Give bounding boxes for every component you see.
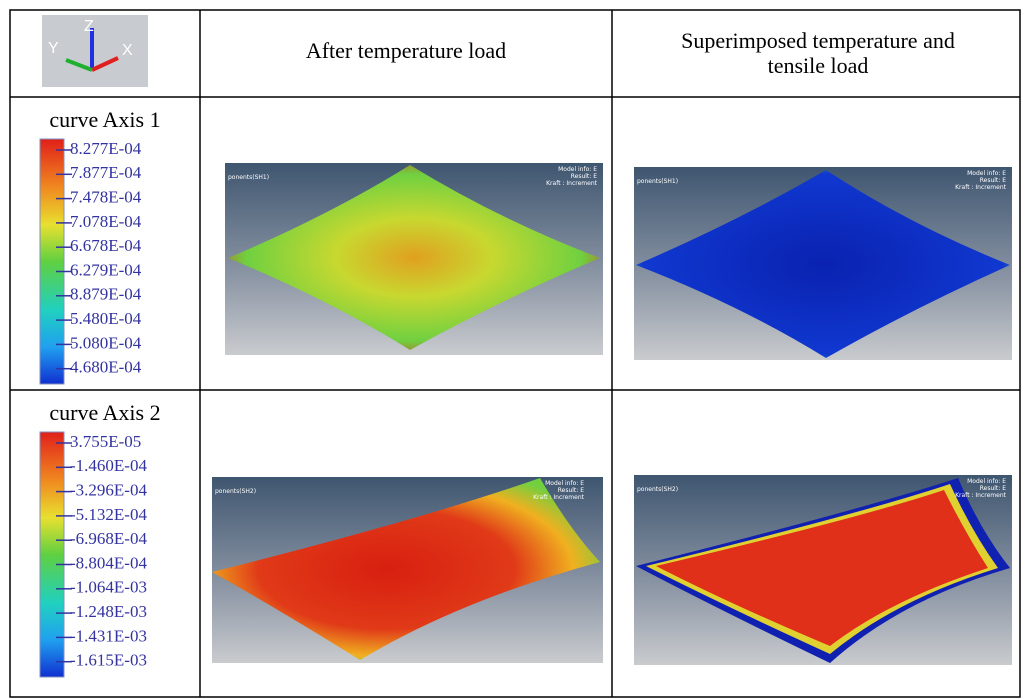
plot-info: Kraft : Increment (955, 184, 1007, 191)
legend-label: 5.480E-04 (70, 309, 142, 328)
plot-image (634, 167, 1012, 360)
axis-icon: Z Y X (42, 15, 148, 87)
legend-label: -8.804E-04 (70, 553, 147, 572)
plot-info: Kraft : Increment (955, 492, 1007, 499)
legend-label: 8.277E-04 (70, 139, 142, 158)
column-header: tensile load (768, 53, 869, 78)
legend-label: 7.478E-04 (70, 188, 142, 207)
legend-label: 6.279E-04 (70, 260, 142, 279)
legend-label: 7.877E-04 (70, 163, 142, 182)
legend-bar (39, 138, 65, 385)
plot-info: Model info: E (967, 170, 1006, 177)
plot-info: Model info: E (967, 478, 1006, 485)
plot-info: Kraft : Increment (546, 180, 598, 187)
row-label: curve Axis 2 (49, 400, 160, 425)
plot-image (225, 163, 603, 355)
legend-label: -1.248E-03 (70, 602, 147, 621)
axis-label: Y (48, 40, 59, 57)
legend-bar (39, 431, 65, 678)
axis-label: Z (84, 18, 94, 35)
legend-label: 3.755E-05 (70, 432, 141, 451)
legend-label: 7.078E-04 (70, 212, 142, 231)
column-header: Superimposed temperature and (681, 28, 955, 53)
legend-label: 4.680E-04 (70, 358, 142, 377)
plot-label: ponents(SH1) (637, 178, 678, 185)
plot-info: Result: E (980, 485, 1006, 492)
plot-label: ponents(SH1) (228, 174, 269, 181)
plot-label: ponents(SH2) (215, 488, 256, 495)
legend-label: -1.460E-04 (70, 456, 147, 475)
plot-image (212, 477, 603, 663)
legend-label: -1.431E-03 (70, 626, 147, 645)
legend-label: -6.968E-04 (70, 529, 147, 548)
plot-info: Model info: E (558, 166, 597, 173)
legend-label: -1.615E-03 (70, 651, 147, 670)
column-header: After temperature load (306, 38, 506, 63)
legend-label: -1.064E-03 (70, 578, 147, 597)
plot-info: Result: E (558, 487, 584, 494)
plot-image (634, 475, 1012, 665)
legend-label: 6.678E-04 (70, 236, 142, 255)
legend-label: 8.879E-04 (70, 285, 142, 304)
plot-info: Result: E (571, 173, 597, 180)
legend-label: -5.132E-04 (70, 505, 147, 524)
plot-info: Model info: E (545, 480, 584, 487)
plot-label: ponents(SH2) (637, 486, 678, 493)
legend-label: -3.296E-04 (70, 481, 147, 500)
plot-info: Result: E (980, 177, 1006, 184)
axis-label: X (122, 42, 133, 59)
plot-info: Kraft : Increment (533, 494, 585, 501)
row-label: curve Axis 1 (49, 107, 160, 132)
legend-label: 5.080E-04 (70, 333, 142, 352)
table-border (9, 9, 1021, 698)
